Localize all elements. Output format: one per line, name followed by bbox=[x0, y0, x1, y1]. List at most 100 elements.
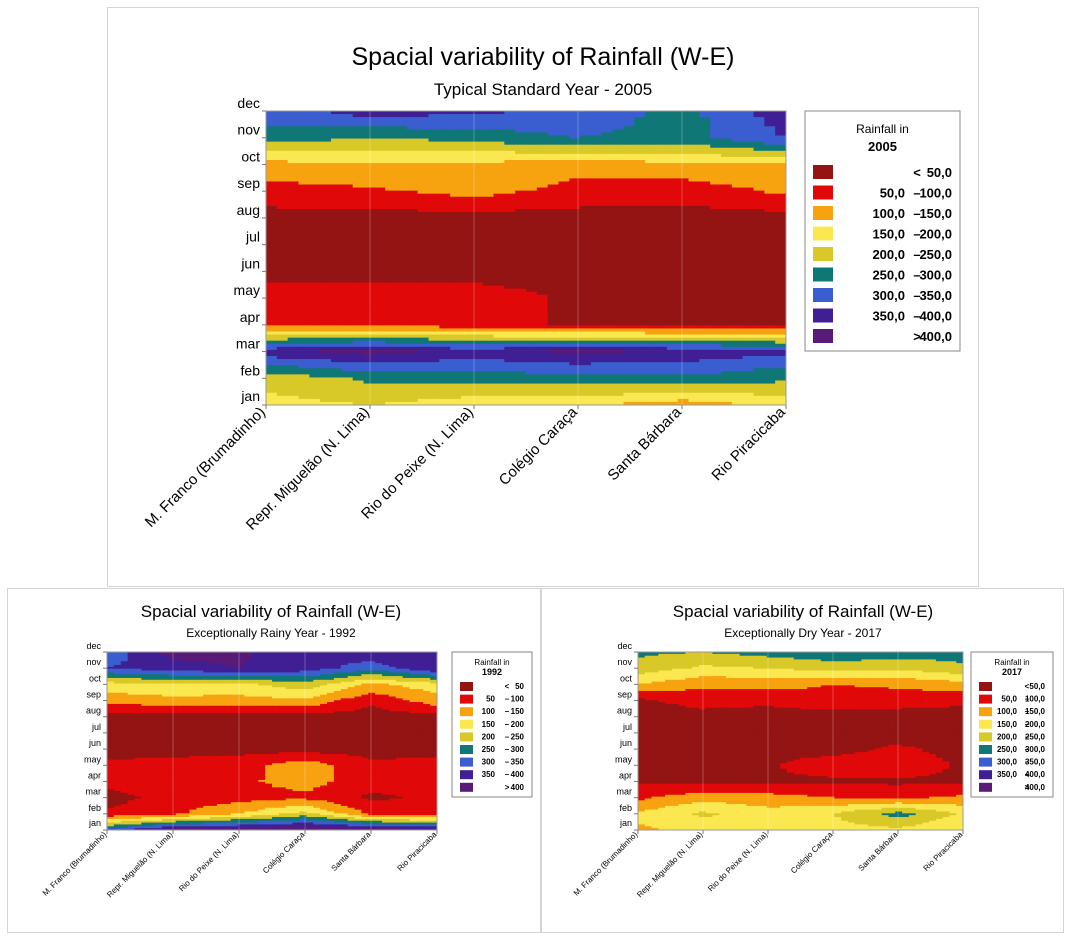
heatmap-cell bbox=[298, 126, 310, 130]
heatmap-cell bbox=[352, 227, 365, 232]
heatmap-cell bbox=[677, 328, 690, 333]
heatmap-cell bbox=[580, 227, 592, 232]
heatmap-cell bbox=[731, 126, 744, 130]
heatmap-cell bbox=[341, 196, 354, 201]
heatmap-cell bbox=[406, 303, 419, 308]
heatmap-cell bbox=[612, 169, 625, 173]
heatmap-cell bbox=[634, 297, 646, 302]
heatmap-cell bbox=[331, 319, 343, 323]
heatmap-cell bbox=[547, 310, 560, 314]
heatmap-cell bbox=[504, 163, 516, 167]
heatmap-cell bbox=[331, 316, 343, 320]
heatmap-cell bbox=[396, 184, 408, 189]
heatmap-cell bbox=[721, 230, 733, 235]
heatmap-cell bbox=[374, 129, 386, 134]
heatmap-cell bbox=[287, 218, 300, 222]
heatmap-cell bbox=[645, 291, 657, 296]
heatmap-cell bbox=[331, 196, 343, 201]
heatmap-cell bbox=[504, 258, 516, 262]
heatmap-cell bbox=[623, 181, 635, 186]
heatmap-cell bbox=[601, 377, 614, 382]
heatmap-cell bbox=[515, 270, 527, 274]
heatmap-cell bbox=[396, 147, 408, 152]
heatmap-cell bbox=[601, 264, 614, 268]
heatmap-cell bbox=[266, 187, 278, 192]
heatmap-cell bbox=[721, 374, 733, 379]
legend-operator: – bbox=[913, 247, 920, 262]
heatmap-cell bbox=[645, 270, 657, 274]
heatmap-cell bbox=[580, 193, 592, 198]
heatmap-cell bbox=[612, 297, 625, 302]
heatmap-cell bbox=[721, 114, 733, 118]
heatmap-cell bbox=[266, 282, 278, 287]
heatmap-cell bbox=[396, 273, 408, 277]
heatmap-cell bbox=[753, 392, 765, 397]
heatmap-cell bbox=[515, 337, 527, 342]
heatmap-cell bbox=[396, 202, 408, 207]
heatmap-cell bbox=[298, 218, 310, 222]
heatmap-cell bbox=[601, 343, 614, 348]
heatmap-cell bbox=[731, 114, 744, 118]
heatmap-cell bbox=[656, 184, 668, 189]
heatmap-cell bbox=[601, 169, 614, 173]
heatmap-cell bbox=[320, 120, 332, 124]
heatmap-cell bbox=[406, 123, 419, 127]
heatmap-cell bbox=[515, 340, 527, 345]
heatmap-cell bbox=[623, 114, 635, 118]
heatmap-cell bbox=[439, 285, 451, 290]
heatmap-cell bbox=[396, 190, 408, 195]
heatmap-cell bbox=[471, 319, 484, 323]
heatmap-cell bbox=[515, 349, 527, 354]
heatmap-cell bbox=[417, 242, 430, 247]
heatmap-cell bbox=[385, 313, 397, 317]
legend-operator: – bbox=[913, 268, 920, 283]
heatmap-cell bbox=[580, 199, 592, 204]
heatmap-cell bbox=[320, 383, 332, 388]
heatmap-cell bbox=[504, 138, 516, 143]
heatmap-cell bbox=[428, 285, 440, 290]
heatmap-cell bbox=[276, 227, 289, 232]
heatmap-cell bbox=[591, 215, 603, 219]
heatmap-cell bbox=[515, 138, 527, 143]
heatmap-cell bbox=[558, 138, 570, 143]
heatmap-cell bbox=[333, 661, 342, 664]
heatmap-cell bbox=[320, 319, 332, 323]
heatmap-cell bbox=[471, 196, 484, 201]
heatmap-cell bbox=[536, 120, 549, 124]
heatmap-cell bbox=[482, 129, 495, 134]
heatmap-cell bbox=[612, 392, 625, 397]
heatmap-cell bbox=[526, 187, 538, 192]
heatmap-cell bbox=[547, 169, 560, 173]
heatmap-cell bbox=[266, 377, 278, 382]
heatmap-cell bbox=[666, 251, 679, 256]
heatmap-cell bbox=[363, 389, 375, 394]
heatmap-cell bbox=[623, 117, 635, 121]
heatmap-cell bbox=[623, 163, 635, 167]
heatmap-cell bbox=[666, 392, 679, 397]
heatmap-cell bbox=[688, 117, 700, 121]
heatmap-cell bbox=[688, 401, 700, 405]
heatmap-cell bbox=[287, 135, 300, 140]
heatmap-cell bbox=[504, 117, 516, 121]
heatmap-cell bbox=[645, 193, 657, 198]
heatmap-cell bbox=[547, 352, 560, 357]
heatmap-cell bbox=[341, 282, 354, 287]
heatmap-cell bbox=[677, 356, 690, 360]
heatmap-cell bbox=[634, 267, 646, 271]
heatmap-cell bbox=[266, 276, 278, 281]
heatmap-cell bbox=[331, 386, 343, 391]
heatmap-cell bbox=[764, 190, 776, 195]
heatmap-cell bbox=[601, 123, 614, 127]
heatmap-cell bbox=[536, 368, 549, 372]
heatmap-cell bbox=[591, 294, 603, 299]
heatmap-cell bbox=[731, 184, 744, 189]
heatmap-cell bbox=[645, 325, 657, 330]
heatmap-cell bbox=[298, 117, 310, 121]
heatmap-cell bbox=[591, 386, 603, 391]
heatmap-cell bbox=[309, 340, 321, 345]
heatmap-cell bbox=[612, 398, 625, 403]
heatmap-cell bbox=[504, 346, 516, 351]
heatmap-cell bbox=[526, 120, 538, 124]
heatmap-cell bbox=[742, 160, 755, 164]
heatmap-cell bbox=[471, 352, 484, 357]
